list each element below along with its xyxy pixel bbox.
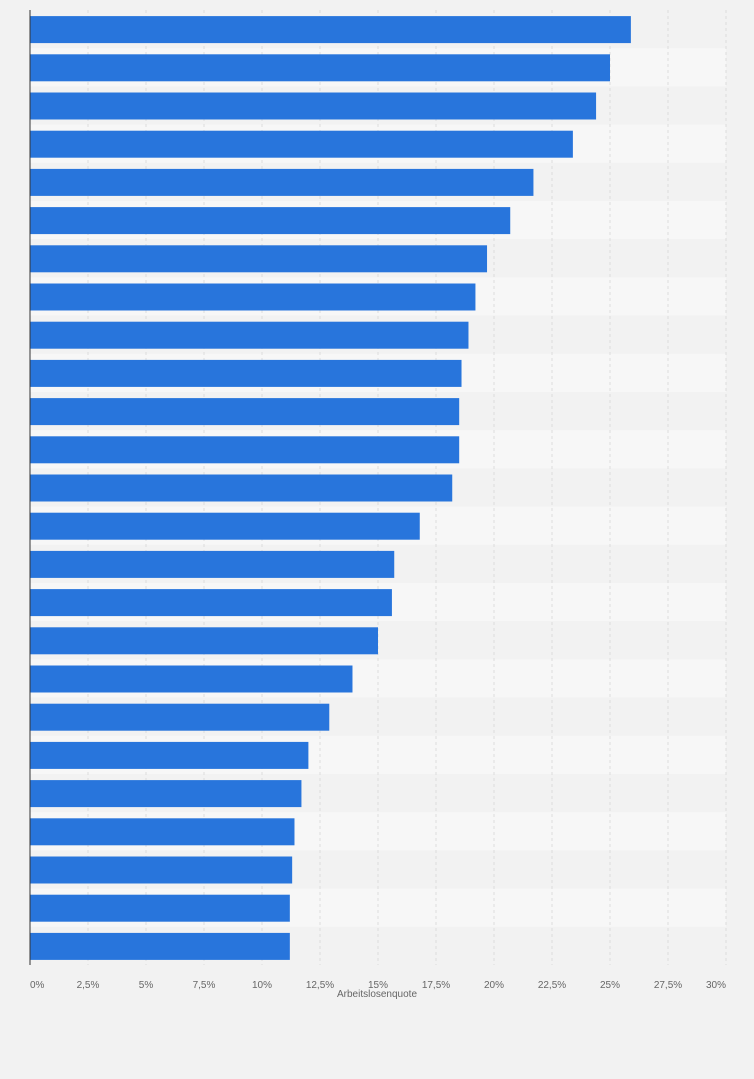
bar[interactable] xyxy=(30,856,293,884)
bar[interactable] xyxy=(30,703,330,731)
x-tick-label: 0% xyxy=(30,980,45,991)
x-tick-label: 20% xyxy=(484,980,504,991)
bar[interactable] xyxy=(30,780,302,808)
bar[interactable] xyxy=(30,207,511,235)
x-tick-label: 2,5% xyxy=(77,980,100,991)
bar[interactable] xyxy=(30,359,462,387)
bar[interactable] xyxy=(30,818,295,846)
bar[interactable] xyxy=(30,589,392,617)
x-axis-ticks: 0% 2,5% 5% 7,5% 10% 12,5% 15% 17,5% 20% 22,5% 25% 2… xyxy=(30,980,726,991)
bar-chart: 0% 2,5% 5% 7,5% 10% 12,5% 15% 17,5% 20% 22,5% 25% 2… xyxy=(29,10,727,991)
bar[interactable] xyxy=(30,436,460,464)
x-tick-label: 30% xyxy=(706,980,726,991)
x-tick-label: 22,5% xyxy=(538,980,566,991)
bar[interactable] xyxy=(30,894,290,922)
bar[interactable] xyxy=(30,54,610,82)
bar[interactable] xyxy=(30,283,476,311)
x-tick-label: 15% xyxy=(368,980,388,991)
x-tick-label: 5% xyxy=(139,980,154,991)
bar[interactable] xyxy=(30,168,534,196)
bar[interactable] xyxy=(30,627,378,655)
x-tick-label: 25% xyxy=(600,980,620,991)
bar[interactable] xyxy=(30,474,453,502)
bar[interactable] xyxy=(30,16,631,44)
bar[interactable] xyxy=(30,130,573,158)
footer-area xyxy=(0,1020,754,1079)
bar-group xyxy=(30,16,631,960)
x-tick-label: 12,5% xyxy=(306,980,334,991)
bar[interactable] xyxy=(30,741,309,769)
bar[interactable] xyxy=(30,512,420,540)
bar[interactable] xyxy=(30,398,460,426)
bar[interactable] xyxy=(30,245,488,273)
x-axis-title: Arbeitslosenquote xyxy=(336,989,418,1000)
bar[interactable] xyxy=(30,92,597,120)
bar[interactable] xyxy=(30,932,290,960)
x-tick-label: 27,5% xyxy=(654,980,682,991)
bar[interactable] xyxy=(30,321,469,349)
x-tick-label: 10% xyxy=(252,980,272,991)
x-tick-label: 17,5% xyxy=(422,980,450,991)
bar[interactable] xyxy=(30,550,395,578)
x-tick-label: 7,5% xyxy=(193,980,216,991)
bar[interactable] xyxy=(30,665,353,693)
